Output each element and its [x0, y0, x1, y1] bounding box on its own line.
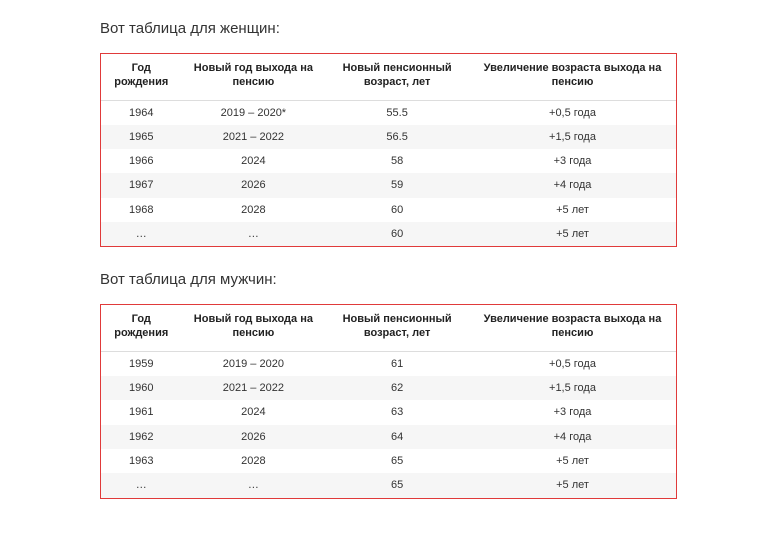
women-table: Год рождения Новый год выхода на пенсию … — [101, 54, 676, 246]
cell: … — [182, 222, 326, 246]
cell: +0,5 года — [469, 351, 676, 376]
cell: 55.5 — [325, 100, 469, 125]
col-header: Год рождения — [101, 305, 182, 351]
table-row: 1964 2019 – 2020* 55.5 +0,5 года — [101, 100, 676, 125]
col-header: Увеличение возраста выхода на пенсию — [469, 54, 676, 100]
men-table: Год рождения Новый год выхода на пенсию … — [101, 305, 676, 497]
col-header: Новый год выхода на пенсию — [182, 54, 326, 100]
cell: 61 — [325, 351, 469, 376]
table-row: 1960 2021 – 2022 62 +1,5 года — [101, 376, 676, 400]
cell: +4 года — [469, 425, 676, 449]
cell: 2026 — [182, 425, 326, 449]
cell: 59 — [325, 173, 469, 197]
cell: 1966 — [101, 149, 182, 173]
col-header: Новый пенсионный возраст, лет — [325, 54, 469, 100]
cell: 2024 — [182, 400, 326, 424]
cell: 63 — [325, 400, 469, 424]
cell: +3 года — [469, 149, 676, 173]
table-row: 1968 2028 60 +5 лет — [101, 198, 676, 222]
col-header: Новый пенсионный возраст, лет — [325, 305, 469, 351]
table-row: 1966 2024 58 +3 года — [101, 149, 676, 173]
cell: +0,5 года — [469, 100, 676, 125]
cell: … — [101, 222, 182, 246]
women-table-container: Год рождения Новый год выхода на пенсию … — [100, 53, 677, 247]
cell: … — [101, 473, 182, 497]
cell: 1967 — [101, 173, 182, 197]
cell: 2024 — [182, 149, 326, 173]
col-header: Увеличение возраста выхода на пенсию — [469, 305, 676, 351]
cell: +5 лет — [469, 449, 676, 473]
cell: +1,5 года — [469, 376, 676, 400]
table-row: 1959 2019 – 2020 61 +0,5 года — [101, 351, 676, 376]
cell: 65 — [325, 449, 469, 473]
cell: +5 лет — [469, 198, 676, 222]
cell: 2028 — [182, 449, 326, 473]
cell: 64 — [325, 425, 469, 449]
men-table-container: Год рождения Новый год выхода на пенсию … — [100, 304, 677, 498]
cell: 60 — [325, 222, 469, 246]
cell: 2019 – 2020 — [182, 351, 326, 376]
cell: 1959 — [101, 351, 182, 376]
men-table-title: Вот таблица для мужчин: — [100, 271, 737, 288]
cell: 1961 — [101, 400, 182, 424]
cell: 62 — [325, 376, 469, 400]
cell: 2021 – 2022 — [182, 125, 326, 149]
cell: 2028 — [182, 198, 326, 222]
cell: 2026 — [182, 173, 326, 197]
table-row: 1961 2024 63 +3 года — [101, 400, 676, 424]
cell: 60 — [325, 198, 469, 222]
table-row: … … 60 +5 лет — [101, 222, 676, 246]
cell: 1963 — [101, 449, 182, 473]
table-row: 1963 2028 65 +5 лет — [101, 449, 676, 473]
cell: 56.5 — [325, 125, 469, 149]
cell: 1968 — [101, 198, 182, 222]
cell: … — [182, 473, 326, 497]
cell: 58 — [325, 149, 469, 173]
cell: 2019 – 2020* — [182, 100, 326, 125]
table-row: … … 65 +5 лет — [101, 473, 676, 497]
cell: +5 лет — [469, 222, 676, 246]
cell: 1964 — [101, 100, 182, 125]
table-row: 1965 2021 – 2022 56.5 +1,5 года — [101, 125, 676, 149]
cell: 2021 – 2022 — [182, 376, 326, 400]
women-table-title: Вот таблица для женщин: — [100, 20, 737, 37]
cell: 1962 — [101, 425, 182, 449]
cell: +5 лет — [469, 473, 676, 497]
cell: +4 года — [469, 173, 676, 197]
table-row: 1967 2026 59 +4 года — [101, 173, 676, 197]
cell: 1965 — [101, 125, 182, 149]
col-header: Новый год выхода на пенсию — [182, 305, 326, 351]
cell: +3 года — [469, 400, 676, 424]
cell: +1,5 года — [469, 125, 676, 149]
cell: 65 — [325, 473, 469, 497]
table-row: 1962 2026 64 +4 года — [101, 425, 676, 449]
col-header: Год рождения — [101, 54, 182, 100]
cell: 1960 — [101, 376, 182, 400]
